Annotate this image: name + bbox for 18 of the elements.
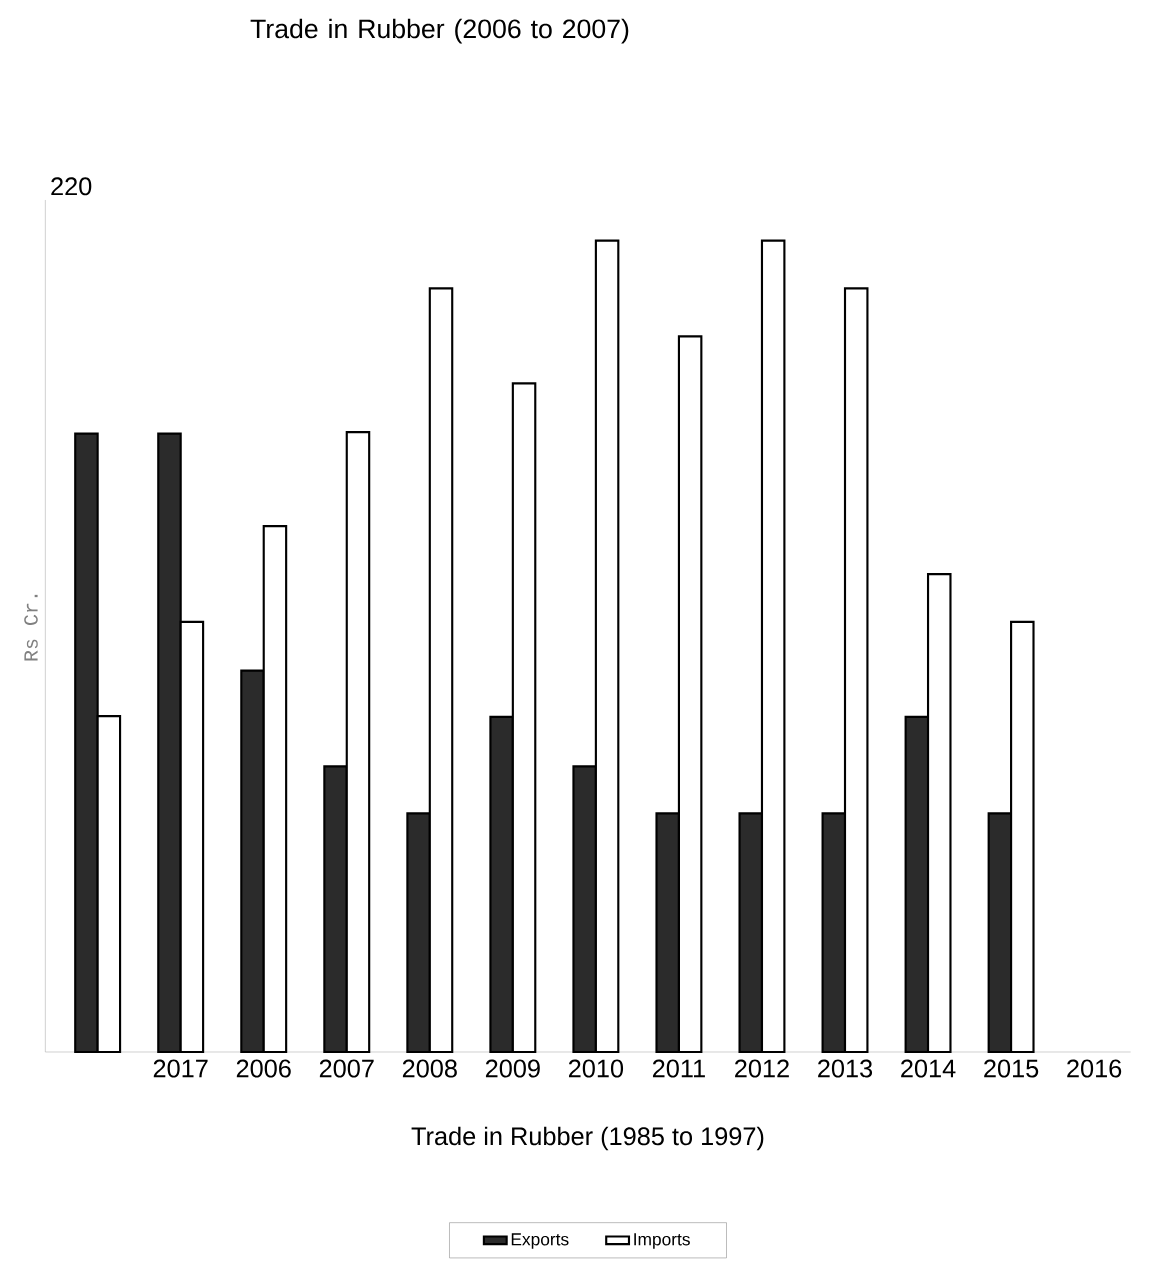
- x-tick-label: 2010: [568, 1059, 624, 1078]
- x-tick-label: 2012: [735, 1059, 789, 1078]
- x-tick-label: 2008: [402, 1059, 457, 1078]
- legend-label: Imports: [634, 1233, 690, 1249]
- y-axis-title: Rs Cr.: [24, 594, 38, 661]
- x-tick-label: 2006: [236, 1059, 291, 1078]
- x-tick-label: 2015: [984, 1059, 1039, 1078]
- x-tick-label: 2014: [901, 1059, 956, 1078]
- text: 220: [51, 177, 92, 196]
- x-tick-label: 2016: [1067, 1059, 1122, 1078]
- chart-title: Trade in Rubber (2006 to 2007): [250, 18, 629, 44]
- x-tick-label: 2009: [485, 1059, 540, 1078]
- x-tick-label: 2007: [319, 1059, 374, 1078]
- x-tick-label: 2017: [153, 1059, 208, 1078]
- legend-label: Exports: [511, 1233, 569, 1249]
- x-axis-title: Trade in Rubber (1985 to 1997): [411, 1126, 764, 1151]
- x-tick-label: 2013: [818, 1059, 873, 1078]
- x-tick-label: 2011: [652, 1059, 705, 1078]
